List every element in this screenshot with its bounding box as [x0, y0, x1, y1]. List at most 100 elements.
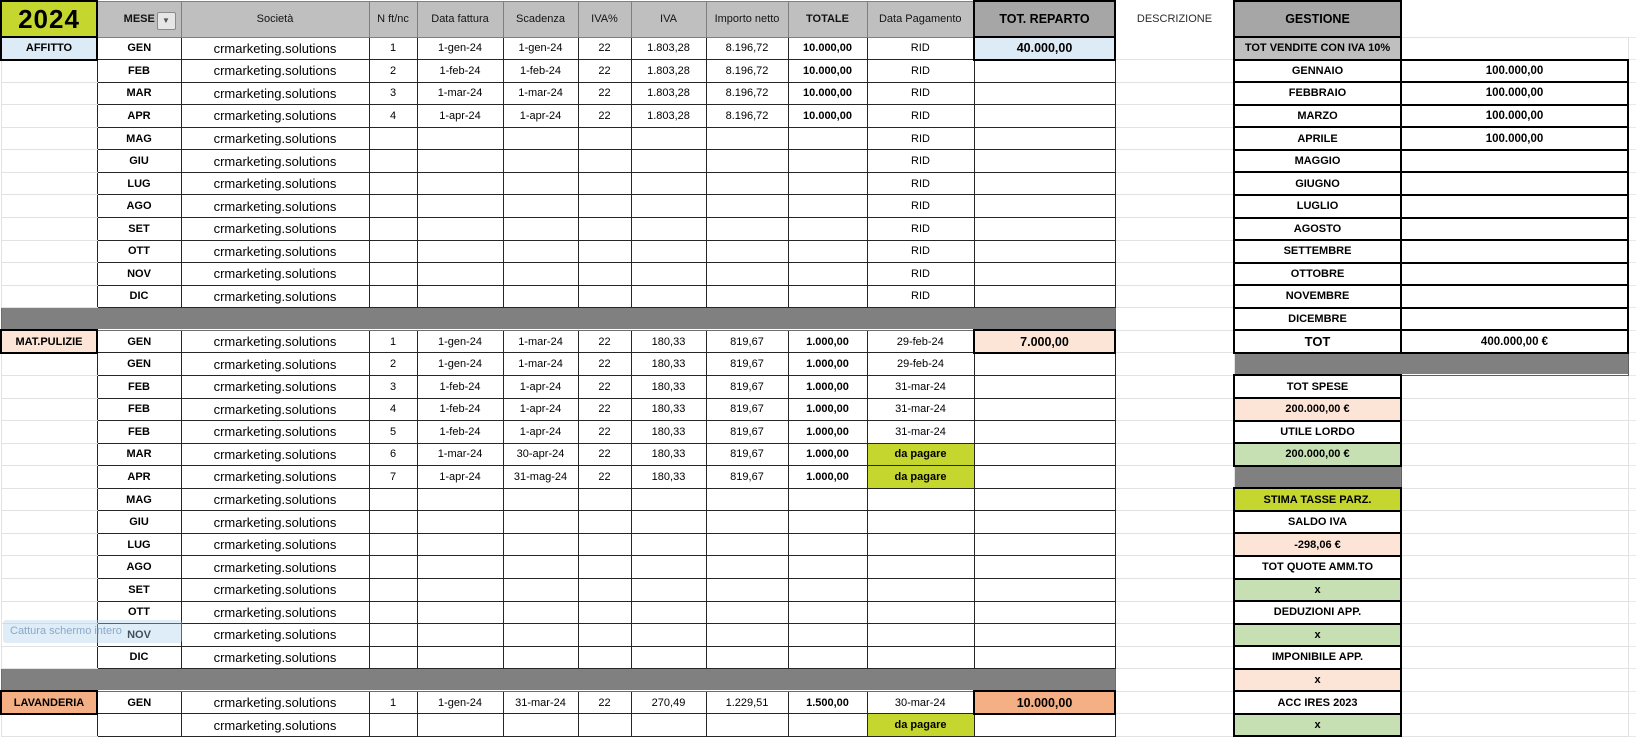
cell-data-fattura[interactable] — [416, 149, 504, 173]
cell-totale[interactable]: 10.000,00 — [787, 81, 868, 106]
gestione-label-cell[interactable]: SALDO IVA — [1233, 509, 1402, 535]
cell-societa[interactable]: crmarketing.solutions — [180, 36, 370, 61]
cell-totale[interactable]: 1.000,00 — [787, 442, 868, 467]
category-cell[interactable] — [0, 81, 98, 106]
cell-iva[interactable] — [630, 194, 707, 218]
cell-totale[interactable]: 1.000,00 — [787, 465, 868, 489]
cell-mese[interactable]: GEN — [96, 352, 182, 376]
col-header-tot-reparto[interactable]: TOT. REPARTO — [973, 0, 1116, 38]
cell-mese[interactable]: GEN — [96, 329, 182, 354]
cell-iva[interactable]: 180,33 — [630, 420, 707, 444]
col-header-gestione[interactable]: GESTIONE — [1233, 0, 1402, 38]
cell-societa[interactable]: crmarketing.solutions — [180, 149, 370, 173]
cell-tot-reparto[interactable] — [973, 194, 1116, 218]
cell-societa[interactable]: crmarketing.solutions — [180, 104, 370, 128]
cell-data-pagamento[interactable]: RID — [866, 217, 975, 241]
cell-n-ft[interactable]: 4 — [368, 104, 418, 128]
gestione-label-cell[interactable]: x — [1233, 577, 1402, 603]
cell-data-pagamento[interactable] — [866, 600, 975, 625]
cell-descrizione[interactable] — [1114, 713, 1235, 737]
cell-importo-netto[interactable]: 8.196,72 — [705, 81, 789, 106]
cell-descrizione[interactable] — [1114, 668, 1235, 692]
cell-data-fattura[interactable] — [416, 171, 504, 196]
cell-iva-pct[interactable]: 22 — [577, 690, 632, 715]
gestione-value-cell[interactable] — [1400, 645, 1629, 670]
cell-data-fattura[interactable] — [416, 510, 504, 534]
cell-iva[interactable] — [630, 149, 707, 173]
cell-tot-reparto[interactable] — [973, 510, 1116, 534]
gestione-value-cell[interactable] — [1400, 600, 1629, 625]
cell-totale[interactable] — [787, 149, 868, 173]
cell-data-fattura[interactable]: 1-feb-24 — [416, 420, 504, 444]
category-cell[interactable] — [0, 171, 98, 196]
cell-iva[interactable] — [630, 510, 707, 534]
cell-tot-reparto[interactable] — [973, 465, 1116, 489]
cell-tot-reparto[interactable] — [973, 217, 1116, 241]
gestione-value-cell[interactable] — [1400, 171, 1629, 196]
cell-totale[interactable]: 10.000,00 — [787, 36, 868, 61]
gestione-label-cell[interactable]: ACC IRES 2023 — [1233, 690, 1402, 715]
cell-totale[interactable]: 1.000,00 — [787, 397, 868, 422]
cell-descrizione[interactable] — [1114, 284, 1235, 309]
category-cell[interactable] — [0, 262, 98, 286]
cell-descrizione[interactable] — [1114, 623, 1235, 647]
gestione-label-cell[interactable]: MARZO — [1233, 103, 1402, 129]
category-cell[interactable] — [0, 532, 98, 557]
cell-iva[interactable] — [630, 532, 707, 557]
category-cell[interactable] — [0, 59, 98, 83]
gestione-value-cell[interactable] — [1400, 555, 1629, 579]
cell-iva-pct[interactable]: 22 — [577, 329, 632, 354]
cell-societa[interactable]: crmarketing.solutions — [180, 420, 370, 444]
cell-data-pagamento[interactable] — [866, 578, 975, 602]
cell-iva[interactable] — [630, 171, 707, 196]
cell-importo-netto[interactable] — [705, 645, 789, 670]
col-header-data-fattura[interactable]: Data fattura — [416, 0, 504, 38]
cell-data-fattura[interactable] — [416, 600, 504, 625]
cell-totale[interactable] — [787, 555, 868, 579]
cell-importo-netto[interactable] — [705, 262, 789, 286]
category-cell[interactable]: LAVANDERIA — [0, 690, 98, 715]
cell-societa[interactable]: crmarketing.solutions — [180, 555, 370, 579]
cell-descrizione[interactable] — [1114, 555, 1235, 579]
cell-data-fattura[interactable] — [416, 713, 504, 737]
cell-n-ft[interactable]: 7 — [368, 465, 418, 489]
cell-scadenza[interactable] — [502, 532, 579, 557]
cell-descrizione[interactable] — [1114, 81, 1235, 106]
cell-importo-netto[interactable] — [705, 126, 789, 151]
gestione-value-cell[interactable] — [1400, 532, 1629, 557]
cell-scadenza[interactable] — [502, 600, 579, 625]
cell-scadenza[interactable] — [502, 284, 579, 309]
cell-n-ft[interactable]: 3 — [368, 374, 418, 399]
cell-mese[interactable]: FEB — [96, 420, 182, 444]
cell-societa[interactable]: crmarketing.solutions — [180, 578, 370, 602]
category-cell[interactable] — [0, 510, 98, 534]
cell-data-pagamento[interactable]: RID — [866, 81, 975, 106]
category-cell[interactable] — [0, 465, 98, 489]
cell-importo-netto[interactable] — [705, 487, 789, 512]
cell-importo-netto[interactable] — [705, 149, 789, 173]
cell-totale[interactable] — [787, 487, 868, 512]
cell-scadenza[interactable] — [502, 239, 579, 264]
category-cell[interactable] — [0, 442, 98, 467]
cell-descrizione[interactable] — [1114, 36, 1235, 61]
cell-iva-pct[interactable] — [577, 284, 632, 309]
cell-importo-netto[interactable] — [705, 623, 789, 647]
cell-iva[interactable]: 1.803,28 — [630, 104, 707, 128]
cell-data-pagamento[interactable]: 29-feb-24 — [866, 329, 975, 354]
gestione-label-cell[interactable]: TOT VENDITE CON IVA 10% — [1233, 36, 1402, 61]
category-cell[interactable] — [0, 623, 98, 647]
cell-totale[interactable]: 1.000,00 — [787, 374, 868, 399]
cell-iva-pct[interactable] — [577, 262, 632, 286]
cell-societa[interactable]: crmarketing.solutions — [180, 442, 370, 467]
cell-societa[interactable]: crmarketing.solutions — [180, 487, 370, 512]
cell-data-fattura[interactable] — [416, 217, 504, 241]
cell-tot-reparto[interactable] — [973, 600, 1116, 625]
cell-iva[interactable] — [630, 645, 707, 670]
category-cell[interactable] — [0, 194, 98, 218]
gestione-value-cell[interactable] — [1400, 420, 1629, 444]
cell-n-ft[interactable] — [368, 217, 418, 241]
gestione-value-cell[interactable] — [1400, 239, 1629, 264]
cell-n-ft[interactable]: 2 — [368, 59, 418, 83]
cell-totale[interactable] — [787, 284, 868, 309]
cell-importo-netto[interactable]: 819,67 — [705, 374, 789, 399]
